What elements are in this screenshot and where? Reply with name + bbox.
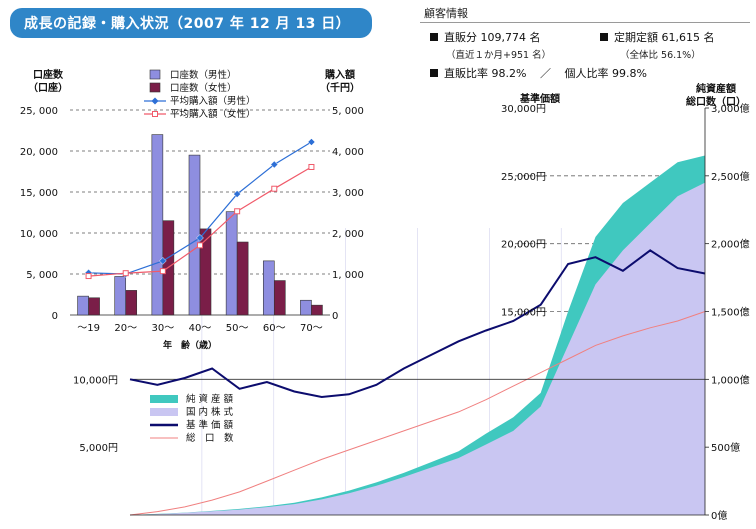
bar-right-tick-label: 5, 000	[332, 106, 364, 117]
assets-axis-title: 純資産額	[696, 82, 736, 95]
bar-right-axis-title: 購入額	[324, 68, 355, 81]
legend-label: 国 内 株 式	[186, 406, 234, 418]
nav-line	[129, 249, 706, 399]
bar-legend-swatch	[149, 82, 161, 93]
bullet-square-icon	[600, 33, 608, 41]
right-axis-tick-label: 1,000億	[711, 373, 750, 386]
page-title: 成長の記録・購入状況（2007 年 12 月 13 日）	[10, 8, 372, 38]
bar-right-axis-title: （千円）	[320, 81, 360, 94]
bar-x-axis-title: 年 齢（歳）	[163, 339, 217, 351]
right-axis-tick-label: 1,500億	[711, 306, 750, 319]
customer-info-divider	[420, 22, 750, 23]
domestic-stocks-area	[130, 182, 705, 515]
bar-male	[77, 295, 89, 316]
bar-male	[151, 134, 164, 316]
bar-left-axis-title: （口座）	[28, 81, 68, 94]
legend-swatch	[150, 395, 178, 403]
bar-male	[300, 299, 312, 316]
bar-male	[262, 260, 275, 316]
right-axis-tick-label: 500億	[711, 441, 740, 454]
x-tick-label: 30～	[151, 323, 174, 334]
bar-left-tick-label: 10, 000	[20, 229, 58, 240]
avg-purchase-female-line-point	[234, 208, 241, 215]
bar-male	[188, 154, 201, 316]
left-axis-tick-label: 5,000円	[79, 443, 118, 454]
avg-purchase-male-line-point	[307, 138, 316, 146]
bar-left-tick-label: 15, 000	[20, 188, 58, 199]
avg-purchase-male-line-point	[270, 160, 279, 169]
avg-purchase-female-line-point	[122, 270, 129, 277]
fixed-savings-sub: （全体比 56.1%）	[620, 50, 701, 61]
avg-purchase-female-line-point	[85, 273, 92, 280]
x-tick-label: 40～	[189, 323, 212, 334]
bar-right-tick-label: 4, 000	[332, 147, 364, 158]
bar-left-tick-label: 0	[52, 311, 58, 322]
assets-axis-title: 総口数（口）	[686, 95, 746, 108]
bar-female	[199, 228, 212, 316]
bar-right-tick-label: 1, 000	[332, 270, 364, 281]
direct-ratio-text: 直販比率 98.2%	[444, 67, 527, 80]
bar-female	[236, 241, 249, 316]
fixed-savings-text: 定期定額 61,615 名	[614, 31, 715, 44]
individual-ratio-text: 個人比率 99.8%	[564, 67, 647, 80]
bar-legend-swatch	[152, 111, 158, 117]
avg-purchase-male-line-point	[159, 257, 167, 265]
bullet-square-icon	[430, 69, 438, 77]
bullet-square-icon	[430, 33, 438, 41]
x-tick-label: 20～	[114, 323, 137, 334]
bar-male	[225, 211, 238, 316]
bar-right-tick-label: 0	[332, 311, 338, 322]
x-tick-label: 60～	[263, 323, 286, 334]
left-axis-tick-label: 30,000円	[501, 104, 546, 115]
right-axis-tick-label: 0億	[711, 509, 727, 522]
customer-info-heading: 顧客情報	[424, 7, 468, 20]
bar-left-axis-title: 口座数	[33, 68, 64, 81]
avg-purchase-female-line-point	[271, 185, 278, 192]
bar-legend-swatch	[151, 97, 159, 105]
fixed-savings-info: 定期定額 61,615 名	[600, 29, 714, 45]
ratio-separator: ／	[539, 67, 551, 80]
left-axis-tick-label: 15,000円	[501, 308, 546, 319]
direct-sales-info: 直販分 109,774 名	[430, 29, 540, 45]
bar-legend-label: 口座数（女性）	[170, 82, 237, 94]
right-axis-tick-label: 2,000億	[711, 238, 750, 251]
legend-label: 総 口 数	[186, 432, 234, 444]
legend-label: 純 資 産 額	[186, 393, 234, 405]
x-tick-label: 70～	[300, 323, 323, 334]
bar-left-tick-label: 5, 000	[26, 270, 58, 281]
x-tick-label: ～19	[77, 323, 100, 334]
bar-left-tick-label: 25, 000	[20, 106, 58, 117]
bar-female	[125, 290, 138, 316]
bar-legend-label: 平均購入額（男性）	[170, 95, 256, 107]
bar-male	[114, 276, 127, 316]
bar-right-tick-label: 3, 000	[332, 188, 364, 199]
left-axis-tick-label: 10,000円	[73, 375, 118, 386]
direct-ratio-info: 直販比率 98.2% ／ 個人比率 99.8%	[430, 65, 647, 81]
direct-sales-text: 直販分 109,774 名	[444, 31, 541, 44]
avg-purchase-female-line-point	[308, 163, 315, 170]
legend-label: 基 準 価 額	[186, 419, 234, 431]
bar-legend-swatch	[149, 69, 161, 80]
avg-purchase-female-line-point	[159, 268, 166, 275]
bar-female	[273, 280, 286, 316]
bar-legend-label: 平均購入額（女性）	[170, 108, 256, 120]
avg-purchase-male-line-point	[196, 234, 204, 242]
bar-female	[88, 297, 100, 316]
legend-swatch	[150, 408, 178, 416]
direct-sales-sub: （直近１か月+951 名）	[446, 50, 552, 61]
nav-axis-title: 基準価額	[519, 92, 560, 105]
right-axis-tick-label: 3,000億	[711, 102, 750, 115]
avg-purchase-female-line-point	[197, 242, 203, 249]
bar-female	[311, 304, 323, 316]
right-axis-tick-label: 2,500億	[711, 170, 750, 183]
bar-left-tick-label: 20, 000	[20, 147, 58, 158]
avg-purchase-male-line-point	[233, 190, 241, 198]
total-units-line	[129, 311, 706, 516]
x-tick-label: 50～	[226, 323, 249, 334]
left-axis-tick-label: 20,000円	[501, 240, 546, 251]
bar-right-tick-label: 2, 000	[332, 229, 364, 240]
bar-legend-label: 口座数（男性）	[170, 69, 237, 81]
left-axis-tick-label: 25,000円	[501, 172, 546, 183]
